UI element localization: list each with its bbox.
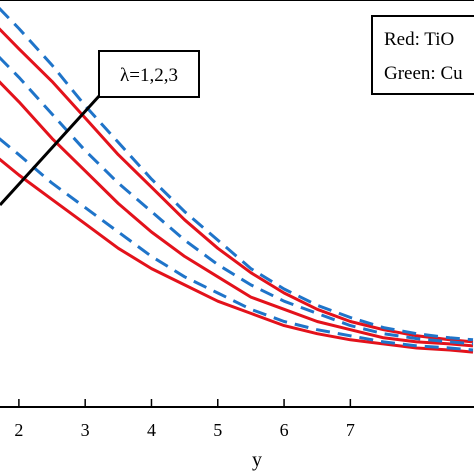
annotation: λ=1,2,3 xyxy=(98,50,200,98)
x-tick-label-2: 2 xyxy=(14,420,23,440)
x-tick-label-7: 7 xyxy=(346,420,355,440)
x-tick-label-3: 3 xyxy=(81,420,90,440)
legend-line-red: Red: TiO xyxy=(384,29,454,50)
x-axis-label: y xyxy=(252,449,262,471)
legend-line-green: Green: Cu xyxy=(384,63,463,84)
series-line-1-red-solid xyxy=(0,27,474,344)
series-line-5-red-solid xyxy=(0,157,474,354)
plot-lines xyxy=(0,7,474,354)
x-tick-label-4: 4 xyxy=(147,420,156,440)
annotation-text: λ=1,2,3 xyxy=(120,65,178,86)
annotation-pointer-line xyxy=(0,93,102,207)
x-tick-label-6: 6 xyxy=(280,420,289,440)
series-line-4-blue-dashed xyxy=(0,55,474,346)
annotation-box xyxy=(98,50,200,98)
series-line-6-blue-dashed xyxy=(0,137,474,352)
x-tick-labels: 2 3 4 5 6 7 xyxy=(14,420,354,440)
series-line-2-blue-dashed xyxy=(0,7,474,342)
series-line-3-red-solid xyxy=(0,80,474,348)
x-tick-label-5: 5 xyxy=(213,420,222,440)
legend: Red: TiO Green: Cu xyxy=(371,15,474,95)
x-ticks xyxy=(18,399,352,407)
legend-box xyxy=(371,15,474,95)
